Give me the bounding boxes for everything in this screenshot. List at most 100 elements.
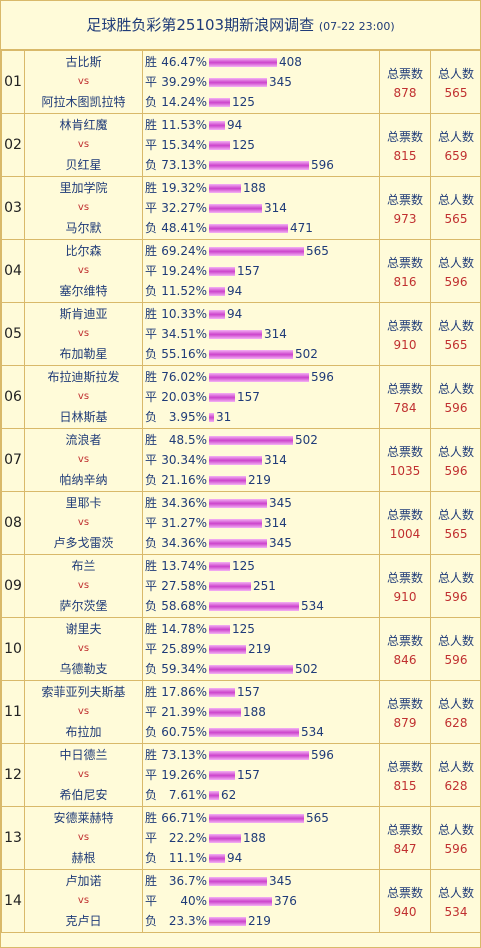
- odds-draw-bar: [209, 392, 235, 402]
- match-odds: 胜 11.53% 94 平 15.34% 125 负 73.13% 596: [142, 113, 380, 177]
- vs-label: vs: [77, 832, 90, 843]
- odds-win-line: 胜 34.36% 345: [145, 493, 379, 513]
- odds-lose-count: 471: [290, 221, 313, 235]
- away-team[interactable]: 布拉加: [65, 725, 102, 739]
- home-team[interactable]: 比尔森: [65, 244, 102, 258]
- odds-draw-count: 188: [243, 831, 266, 845]
- home-team[interactable]: 安德莱赫特: [53, 811, 114, 825]
- odds-win-label: 胜: [145, 685, 158, 699]
- total-votes-label: 总票数: [386, 759, 423, 774]
- odds-draw-percent: 32.27%: [161, 201, 207, 215]
- away-team[interactable]: 马尔默: [65, 221, 102, 235]
- away-team[interactable]: 帕纳辛纳: [59, 473, 108, 487]
- odds-draw-line: 平 22.2% 188: [145, 828, 379, 848]
- away-team[interactable]: 阿拉木图凯拉特: [41, 95, 126, 109]
- total-votes-label: 总票数: [386, 570, 423, 585]
- odds-win-percent: 73.13%: [161, 748, 207, 762]
- odds-win-bar: [209, 183, 241, 193]
- odds-win-count: 596: [311, 370, 334, 384]
- odds-draw-label: 平: [145, 642, 158, 656]
- home-team[interactable]: 古比斯: [65, 55, 102, 69]
- away-team[interactable]: 希伯尼安: [59, 788, 108, 802]
- total-people-cell: 总人数 659: [430, 113, 481, 177]
- total-votes-cell: 总票数 846: [379, 617, 431, 681]
- odds-lose-line: 负 34.36% 345: [145, 533, 379, 553]
- odds-draw-count: 157: [237, 768, 260, 782]
- odds-win-line: 胜 69.24% 565: [145, 241, 379, 261]
- odds-lose-count: 502: [295, 347, 318, 361]
- home-team[interactable]: 流浪者: [65, 433, 102, 447]
- vs-label: vs: [77, 643, 90, 654]
- away-team[interactable]: 卢多戈雷茨: [53, 536, 114, 550]
- away-team[interactable]: 乌德勒支: [59, 662, 108, 676]
- total-people-label: 总人数: [437, 381, 474, 396]
- home-team[interactable]: 布拉迪斯拉发: [47, 370, 120, 384]
- match-number: 01: [1, 50, 25, 114]
- odds-lose-percent: 73.13%: [161, 158, 207, 172]
- match-teams: 斯肯迪亚 vs 布加勒星: [24, 302, 143, 366]
- odds-lose-percent: 3.95%: [168, 410, 207, 424]
- odds-lose-label: 负: [145, 599, 158, 613]
- match-row: 09 布兰 vs 萨尔茨堡 胜 13.74% 125 平 27.58% 251 …: [1, 554, 481, 618]
- match-number: 13: [1, 806, 25, 870]
- odds-lose-count: 62: [221, 788, 237, 802]
- total-people-value: 565: [444, 526, 468, 541]
- odds-draw-count: 219: [248, 642, 271, 656]
- odds-draw-bar: [209, 329, 262, 339]
- odds-lose-label: 负: [145, 725, 158, 739]
- match-teams: 流浪者 vs 帕纳辛纳: [24, 428, 143, 492]
- away-team[interactable]: 克卢日: [65, 914, 102, 928]
- odds-win-label: 胜: [145, 433, 158, 447]
- total-people-value: 596: [444, 400, 468, 415]
- odds-lose-line: 负 21.16% 219: [145, 470, 379, 490]
- odds-draw-label: 平: [145, 768, 158, 782]
- match-odds: 胜 36.7% 345 平 40% 376 负 23.3% 219: [142, 869, 380, 933]
- odds-lose-count: 534: [301, 725, 324, 739]
- odds-win-line: 胜 11.53% 94: [145, 115, 379, 135]
- match-teams: 布拉迪斯拉发 vs 日林斯基: [24, 365, 143, 429]
- home-team[interactable]: 斯肯迪亚: [59, 307, 108, 321]
- odds-draw-percent: 27.58%: [161, 579, 207, 593]
- odds-draw-count: 125: [232, 138, 255, 152]
- odds-lose-percent: 59.34%: [161, 662, 207, 676]
- odds-win-count: 565: [306, 244, 329, 258]
- away-team[interactable]: 塞尔维特: [59, 284, 108, 298]
- home-team[interactable]: 里耶卡: [65, 496, 102, 510]
- vs-label: vs: [77, 769, 90, 780]
- odds-draw-label: 平: [145, 453, 158, 467]
- match-row: 14 卢加诺 vs 克卢日 胜 36.7% 345 平 40% 376 负 23…: [1, 869, 481, 933]
- home-team[interactable]: 谢里夫: [65, 622, 102, 636]
- away-team[interactable]: 贝红星: [65, 158, 102, 172]
- away-team[interactable]: 萨尔茨堡: [59, 599, 108, 613]
- total-people-cell: 总人数 565: [430, 491, 481, 555]
- odds-draw-bar: [209, 266, 235, 276]
- away-team[interactable]: 布加勒星: [59, 347, 108, 361]
- odds-win-line: 胜 76.02% 596: [145, 367, 379, 387]
- total-people-cell: 总人数 596: [430, 239, 481, 303]
- odds-draw-percent: 34.51%: [161, 327, 207, 341]
- odds-lose-line: 负 11.1% 94: [145, 848, 379, 868]
- home-team[interactable]: 索菲亚列夫斯基: [41, 685, 126, 699]
- home-team[interactable]: 林肯红魔: [59, 118, 108, 132]
- home-team[interactable]: 中日德兰: [59, 748, 108, 762]
- odds-win-count: 94: [227, 118, 243, 132]
- home-team[interactable]: 里加学院: [59, 181, 108, 195]
- home-team[interactable]: 卢加诺: [65, 874, 102, 888]
- odds-win-percent: 34.36%: [161, 496, 207, 510]
- home-team[interactable]: 布兰: [71, 559, 96, 573]
- away-team[interactable]: 日林斯基: [59, 410, 108, 424]
- odds-draw-label: 平: [145, 138, 158, 152]
- vs-label: vs: [77, 328, 90, 339]
- away-team[interactable]: 赫根: [71, 851, 96, 865]
- odds-lose-count: 534: [301, 599, 324, 613]
- total-votes-value: 784: [393, 400, 417, 415]
- total-people-cell: 总人数 628: [430, 680, 481, 744]
- odds-lose-label: 负: [145, 788, 158, 802]
- match-number: 02: [1, 113, 25, 177]
- odds-lose-percent: 11.1%: [168, 851, 207, 865]
- odds-win-label: 胜: [145, 370, 158, 384]
- odds-draw-line: 平 20.03% 157: [145, 387, 379, 407]
- odds-draw-percent: 31.27%: [161, 516, 207, 530]
- odds-lose-line: 负 7.61% 62: [145, 785, 379, 805]
